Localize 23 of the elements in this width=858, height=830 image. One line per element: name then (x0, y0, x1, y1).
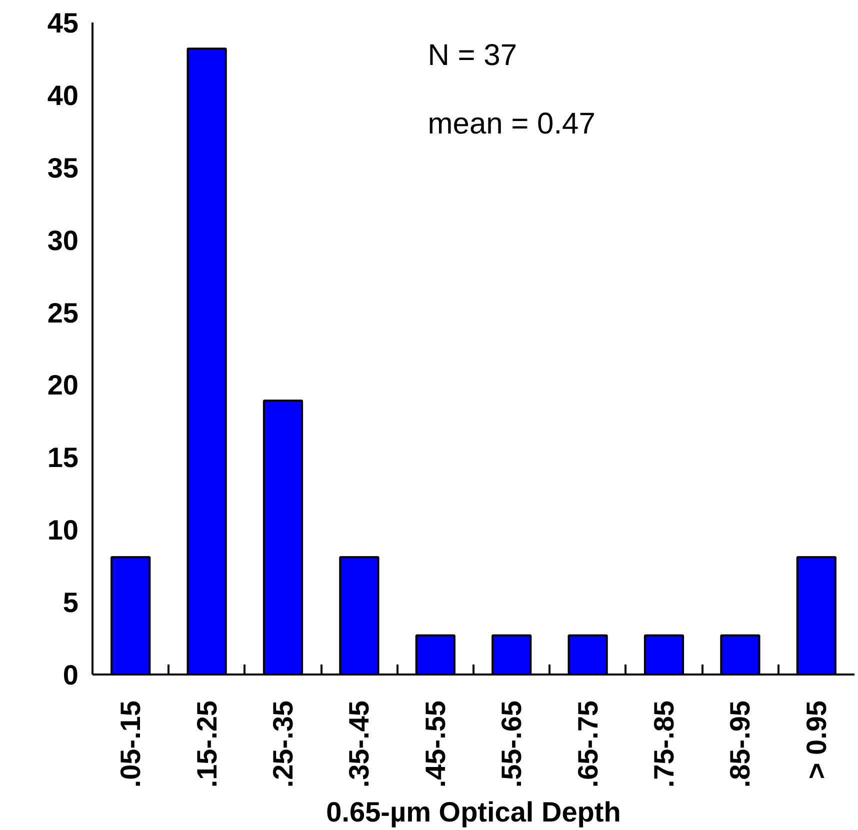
x-tick-label: .15-.25 (191, 700, 222, 788)
y-tick-label: 30 (47, 224, 79, 256)
y-tick-label: 15 (47, 442, 79, 474)
x-tick-label: .25-.35 (268, 700, 298, 788)
x-axis-title: 0.65-µm Optical Depth (326, 796, 621, 828)
annotation: N = 37 (428, 38, 518, 72)
x-tick-label: .55-.65 (496, 700, 528, 788)
y-tick-label: 5 (62, 587, 79, 618)
y-tick-label: 45 (47, 8, 79, 38)
y-tick-label: 35 (47, 152, 79, 184)
x-tick-label: .65-.75 (572, 700, 604, 788)
x-tick-label: .45-.55 (420, 700, 451, 788)
y-tick-label: 0 (62, 660, 79, 690)
annotation: mean = 0.47 (428, 107, 596, 140)
x-tick-label: .35-.45 (344, 700, 375, 788)
x-tick-label: .75-.85 (648, 700, 680, 788)
y-tick-label: 40 (47, 80, 79, 111)
y-tick-label: 10 (47, 514, 79, 546)
x-tick-label: .05-.15 (115, 700, 146, 788)
y-tick-label: 20 (47, 370, 79, 401)
x-tick-label: > 0.95 (800, 700, 832, 780)
x-tick-label: .85-.95 (724, 700, 756, 788)
y-tick-label: 25 (47, 297, 79, 328)
